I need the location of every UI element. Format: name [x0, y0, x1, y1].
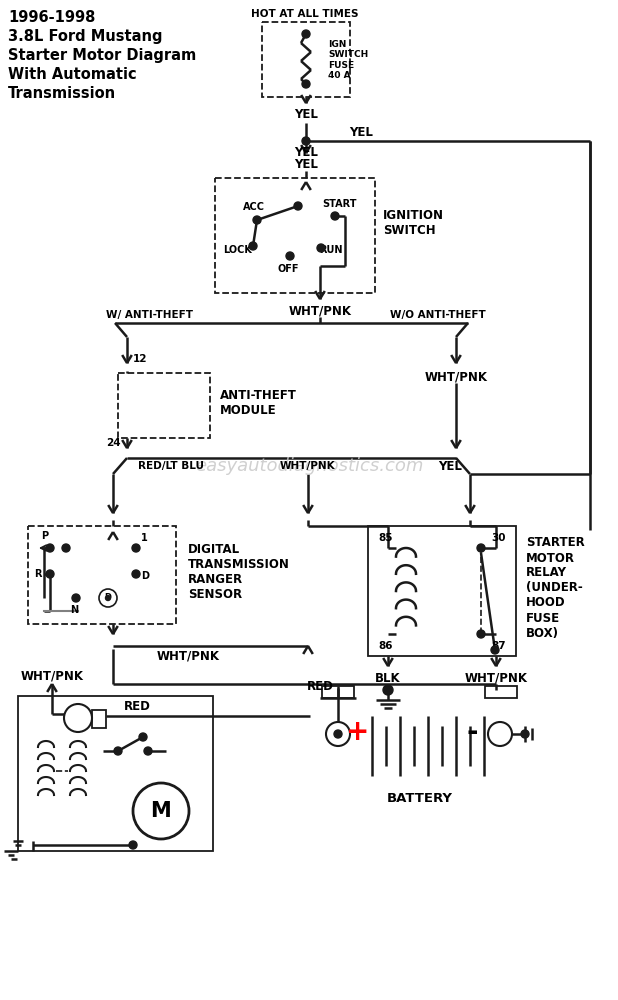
- Text: YEL: YEL: [294, 108, 318, 121]
- Circle shape: [302, 137, 310, 145]
- Circle shape: [114, 747, 122, 755]
- Text: W/ ANTI-THEFT: W/ ANTI-THEFT: [106, 310, 193, 320]
- Text: 3.8L Ford Mustang: 3.8L Ford Mustang: [8, 29, 163, 44]
- Text: ACC: ACC: [243, 202, 265, 212]
- Text: DIGITAL
TRANSMISSION
RANGER
SENSOR: DIGITAL TRANSMISSION RANGER SENSOR: [188, 543, 290, 601]
- Circle shape: [132, 570, 140, 578]
- Circle shape: [132, 544, 140, 552]
- Text: With Automatic: With Automatic: [8, 67, 137, 82]
- Text: WHT/PNK: WHT/PNK: [289, 304, 352, 318]
- Text: 1: 1: [141, 533, 147, 543]
- Text: WHT/PNK: WHT/PNK: [425, 370, 488, 383]
- Text: WHT/PNK: WHT/PNK: [465, 672, 528, 684]
- Text: W/O ANTI-THEFT: W/O ANTI-THEFT: [390, 310, 486, 320]
- Text: RED: RED: [124, 700, 150, 714]
- Text: LOCK: LOCK: [224, 245, 252, 255]
- Text: WHT/PNK: WHT/PNK: [20, 670, 83, 682]
- Circle shape: [144, 747, 152, 755]
- Text: Starter Motor Diagram: Starter Motor Diagram: [8, 48, 197, 63]
- Circle shape: [139, 733, 147, 741]
- Text: HOT AT ALL TIMES: HOT AT ALL TIMES: [252, 9, 359, 19]
- Circle shape: [334, 730, 342, 738]
- Text: D: D: [141, 571, 149, 581]
- Text: WHT/PNK: WHT/PNK: [280, 461, 336, 471]
- Text: P: P: [41, 531, 49, 541]
- Text: 85: 85: [378, 533, 392, 543]
- Circle shape: [46, 544, 54, 552]
- Circle shape: [331, 212, 339, 220]
- Text: 87: 87: [491, 641, 506, 651]
- Circle shape: [302, 30, 310, 38]
- Text: OFF: OFF: [277, 264, 298, 274]
- Text: IGNITION
SWITCH: IGNITION SWITCH: [383, 209, 444, 237]
- Text: +: +: [346, 718, 370, 746]
- Text: STARTER
MOTOR
RELAY
(UNDER-
HOOD
FUSE
BOX): STARTER MOTOR RELAY (UNDER- HOOD FUSE BO…: [526, 536, 585, 640]
- Text: BLK: BLK: [375, 672, 401, 684]
- Text: RED: RED: [307, 680, 334, 692]
- Circle shape: [317, 244, 325, 252]
- Text: D: D: [104, 593, 111, 602]
- Text: 12: 12: [133, 354, 148, 364]
- Text: Transmission: Transmission: [8, 86, 116, 101]
- Circle shape: [253, 216, 261, 224]
- Circle shape: [521, 730, 529, 738]
- Text: RED/LT BLU: RED/LT BLU: [138, 461, 204, 471]
- Text: START: START: [323, 199, 357, 209]
- Text: 24: 24: [106, 438, 121, 448]
- Circle shape: [249, 242, 257, 250]
- Text: R: R: [34, 569, 42, 579]
- Text: YEL: YEL: [349, 125, 373, 138]
- Circle shape: [302, 80, 310, 88]
- Circle shape: [383, 685, 393, 695]
- Circle shape: [129, 841, 137, 849]
- Circle shape: [294, 202, 302, 210]
- Text: BATTERY: BATTERY: [387, 792, 453, 806]
- Circle shape: [72, 594, 80, 602]
- Text: N: N: [70, 605, 78, 615]
- Text: YEL: YEL: [294, 146, 318, 159]
- Circle shape: [491, 646, 499, 654]
- Text: ANTI-THEFT
MODULE: ANTI-THEFT MODULE: [220, 389, 297, 417]
- Text: 30: 30: [491, 533, 506, 543]
- Text: -: -: [466, 718, 478, 746]
- Text: YEL: YEL: [294, 158, 318, 172]
- Text: IGN
SWITCH
FUSE
40 A: IGN SWITCH FUSE 40 A: [328, 40, 368, 80]
- Text: easyautodiagnostics.com: easyautodiagnostics.com: [195, 457, 423, 475]
- Circle shape: [106, 595, 111, 600]
- Circle shape: [46, 570, 54, 578]
- Text: 1996-1998: 1996-1998: [8, 10, 95, 25]
- Text: WHT/PNK: WHT/PNK: [156, 650, 219, 662]
- Text: M: M: [151, 801, 171, 821]
- Text: YEL: YEL: [438, 460, 462, 473]
- Circle shape: [62, 544, 70, 552]
- Circle shape: [286, 252, 294, 260]
- Text: RUN: RUN: [320, 245, 343, 255]
- Text: 86: 86: [378, 641, 392, 651]
- Circle shape: [477, 630, 485, 638]
- Circle shape: [477, 544, 485, 552]
